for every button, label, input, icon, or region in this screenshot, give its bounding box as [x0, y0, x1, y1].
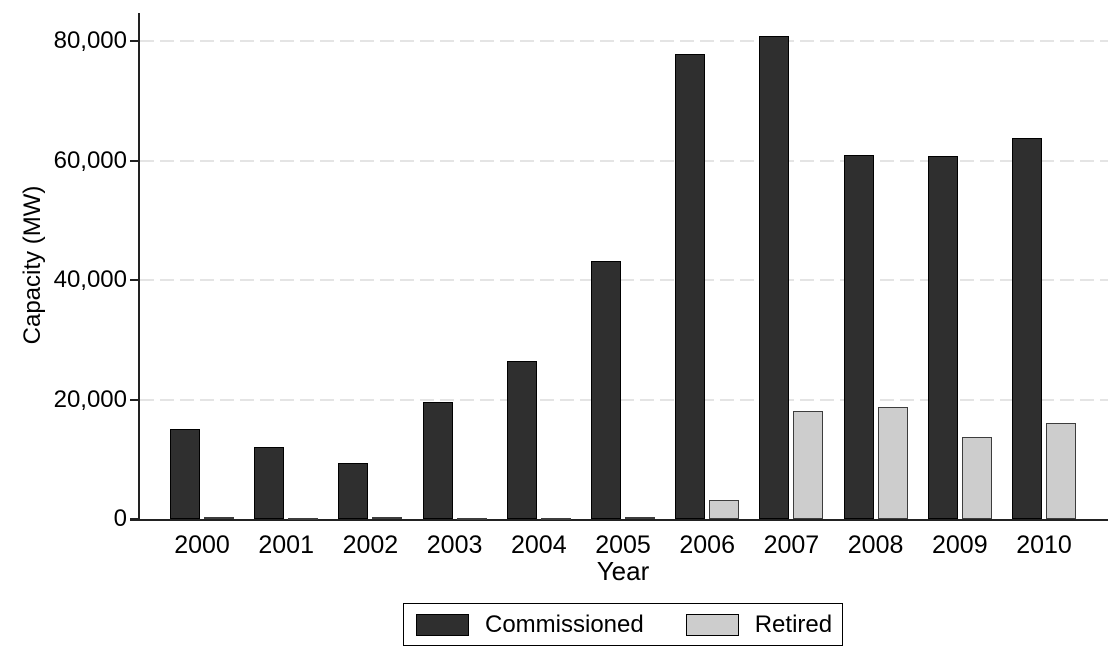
x-tick-label-2006: 2006 — [679, 531, 735, 559]
legend: Commissioned Retired — [403, 603, 843, 646]
x-tick-label-2003: 2003 — [426, 531, 483, 559]
bar-retired-2002 — [372, 516, 403, 519]
bar-retired-2003 — [456, 517, 487, 520]
legend-swatch-commissioned — [416, 613, 469, 636]
x-axis-title: Year — [596, 556, 650, 586]
bar-retired-2009 — [961, 436, 992, 519]
y-tick-20000 — [130, 398, 139, 401]
bar-commissioned-2002 — [338, 462, 369, 519]
x-tick-label-2000: 2000 — [174, 531, 230, 559]
bar-retired-2005 — [625, 517, 655, 520]
legend-label-retired: Retired — [754, 610, 833, 638]
y-tick-40000 — [130, 279, 139, 281]
bar-commissioned-2005 — [591, 260, 621, 519]
bar-commissioned-2009 — [927, 156, 958, 519]
y-tick-label-0: 0 — [113, 505, 127, 532]
gridline-80000 — [140, 40, 1108, 42]
bar-commissioned-2006 — [675, 53, 706, 519]
bar-retired-2000 — [204, 516, 234, 519]
y-tick-label-60000: 60,000 — [53, 146, 127, 174]
gridline-40000 — [140, 279, 1108, 281]
bar-retired-2004 — [540, 517, 571, 520]
bar-commissioned-2004 — [506, 361, 537, 519]
y-tick-80000 — [130, 40, 139, 42]
y-tick-0 — [130, 518, 139, 520]
x-axis-line — [130, 519, 1108, 521]
bar-commissioned-2007 — [759, 36, 790, 519]
bar-commissioned-2008 — [843, 154, 874, 519]
legend-swatch-retired — [685, 613, 739, 636]
y-tick-label-80000: 80,000 — [53, 27, 127, 54]
bar-retired-2007 — [793, 411, 824, 519]
bar-commissioned-2000 — [170, 428, 200, 519]
gridline-60000 — [140, 159, 1108, 162]
bar-commissioned-2010 — [1012, 137, 1042, 519]
bar-retired-2001 — [288, 517, 319, 520]
y-tick-label-40000: 40,000 — [53, 266, 127, 293]
legend-label-commissioned: Commissioned — [485, 610, 644, 638]
x-tick-label-2004: 2004 — [510, 531, 567, 559]
bar-retired-2008 — [877, 407, 908, 519]
x-tick-label-2005: 2005 — [595, 531, 651, 559]
y-axis-line — [138, 13, 140, 520]
bar-retired-2006 — [709, 500, 740, 519]
y-tick-60000 — [130, 159, 139, 162]
gridline-20000 — [140, 398, 1108, 401]
x-tick-label-2001: 2001 — [258, 531, 314, 559]
y-tick-label-20000: 20,000 — [53, 385, 127, 413]
x-tick-label-2007: 2007 — [763, 531, 820, 559]
x-tick-label-2008: 2008 — [847, 531, 904, 559]
x-tick-label-2010: 2010 — [1016, 531, 1072, 559]
x-tick-label-2009: 2009 — [931, 531, 988, 559]
x-tick-label-2002: 2002 — [342, 531, 399, 559]
bar-commissioned-2001 — [254, 447, 285, 519]
bar-commissioned-2003 — [422, 402, 453, 519]
bar-retired-2010 — [1046, 423, 1076, 519]
